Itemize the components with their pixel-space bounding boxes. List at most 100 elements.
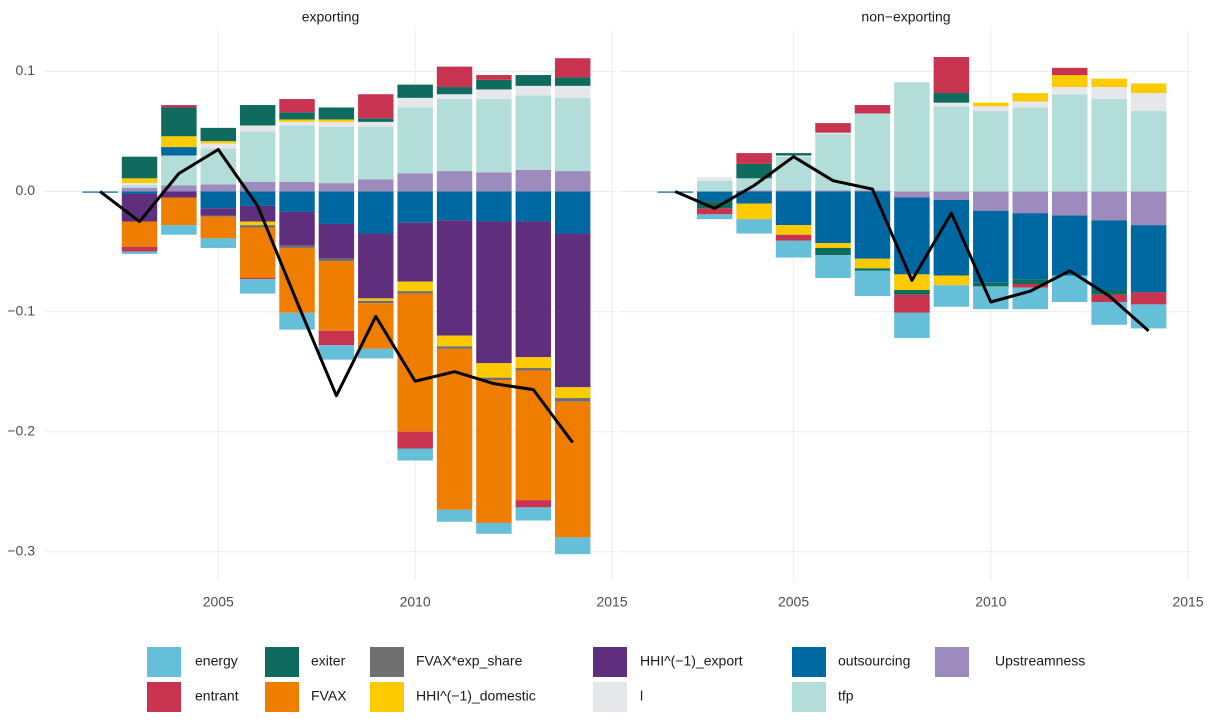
bar-segment [279, 245, 315, 248]
bar-segment [554, 191, 591, 234]
bar-segment [1012, 191, 1049, 214]
legend-key [370, 647, 404, 677]
bar-segment [736, 203, 772, 220]
bar-segment [775, 234, 812, 241]
bar-segment [1051, 94, 1088, 192]
bar-segment [1091, 99, 1127, 192]
bar-segment [436, 346, 473, 349]
bar-segment [1012, 107, 1049, 192]
bar-segment [1051, 215, 1088, 276]
bar-segment [736, 190, 772, 192]
bar-segment [476, 363, 512, 378]
bar-segment [736, 219, 772, 234]
bar-segment [200, 238, 236, 248]
bar-segment [279, 312, 315, 330]
y-tick-label: 0.1 [16, 62, 36, 78]
bar-segment [161, 107, 197, 137]
bar-segment [1051, 87, 1088, 95]
bar-segment [933, 285, 970, 307]
bar-segment [436, 94, 473, 100]
bar-segment [554, 401, 591, 538]
bar-segment [358, 118, 394, 122]
total-line [674, 155, 1150, 332]
bar-segment [397, 107, 433, 174]
bar-segment [1012, 213, 1049, 280]
bar-segment [121, 251, 158, 254]
bar-segment [894, 274, 930, 290]
bar-segment [815, 191, 851, 244]
bar-segment [397, 222, 433, 282]
bar-segment [515, 368, 552, 371]
bar-segment [854, 268, 891, 271]
bar-segment [200, 143, 236, 149]
bar-segment [476, 79, 512, 90]
bar-segment [554, 58, 591, 78]
x-tick-label: 2005 [203, 594, 234, 610]
bar-segment [161, 155, 197, 186]
bar-segment [1130, 304, 1167, 329]
bar-segment [397, 431, 433, 449]
bar-segment [696, 177, 733, 181]
bar-segment [1051, 191, 1088, 216]
bar-segment [397, 281, 433, 292]
legend-key [265, 647, 299, 677]
bar-segment [200, 127, 236, 142]
bar-segment [436, 509, 473, 522]
bar-segment [775, 225, 812, 235]
bar-segment [239, 277, 276, 280]
bar-segment [476, 377, 512, 381]
bar-segment [318, 330, 355, 346]
bar-segment [973, 210, 1009, 283]
bar-segment [161, 191, 197, 198]
bar-segment [161, 147, 197, 156]
bar-segment [200, 191, 236, 209]
bar-segment [318, 223, 355, 259]
bar-segment [736, 153, 772, 164]
legend-label: exiter [311, 653, 346, 669]
bar-segment [973, 111, 1009, 192]
bar-segment [973, 106, 1009, 112]
bar-segment [933, 275, 970, 286]
legend-key [935, 647, 969, 677]
bar-segment [815, 243, 851, 248]
bar-segment [397, 84, 433, 98]
bar-segment [436, 191, 473, 221]
bar-segment [1012, 279, 1049, 284]
bar-segment [200, 215, 236, 217]
bar-segment [358, 179, 394, 192]
bar-segment [515, 95, 552, 170]
bar-segment [696, 191, 733, 202]
legend-label: tfp [838, 688, 854, 704]
bar-segment [696, 201, 733, 209]
bar-segment [318, 183, 355, 192]
bar-segment [854, 270, 891, 296]
bar-segment [121, 156, 158, 179]
bar-segment [554, 171, 591, 192]
bar-segment [1130, 93, 1167, 112]
bar-segment [239, 105, 276, 126]
x-tick-label: 2015 [596, 594, 627, 610]
bar-segment [318, 126, 355, 184]
bar-segment [200, 208, 236, 216]
bar-segment [973, 191, 1009, 211]
bar-segment [554, 85, 591, 98]
bar-segment [239, 131, 276, 182]
bar-segment [554, 398, 591, 402]
bar-segment [854, 191, 891, 259]
bar-segment [121, 185, 158, 188]
bar-segment [1091, 87, 1127, 100]
bar-segment [515, 221, 552, 358]
strip-title: non−exporting [861, 9, 950, 25]
bar-segment [436, 171, 473, 192]
bar-segment [696, 208, 733, 215]
bar-segment [358, 233, 394, 299]
bar-segment [1130, 225, 1167, 293]
legend-label: FVAX*exp_share [416, 653, 523, 669]
bar-segment [279, 112, 315, 120]
bar-segment [476, 191, 512, 222]
bar-segment [397, 291, 433, 294]
bar-segment [1051, 75, 1088, 88]
legend-label: l [640, 688, 643, 704]
legend-label: HHI^(−1)_domestic [416, 688, 536, 704]
